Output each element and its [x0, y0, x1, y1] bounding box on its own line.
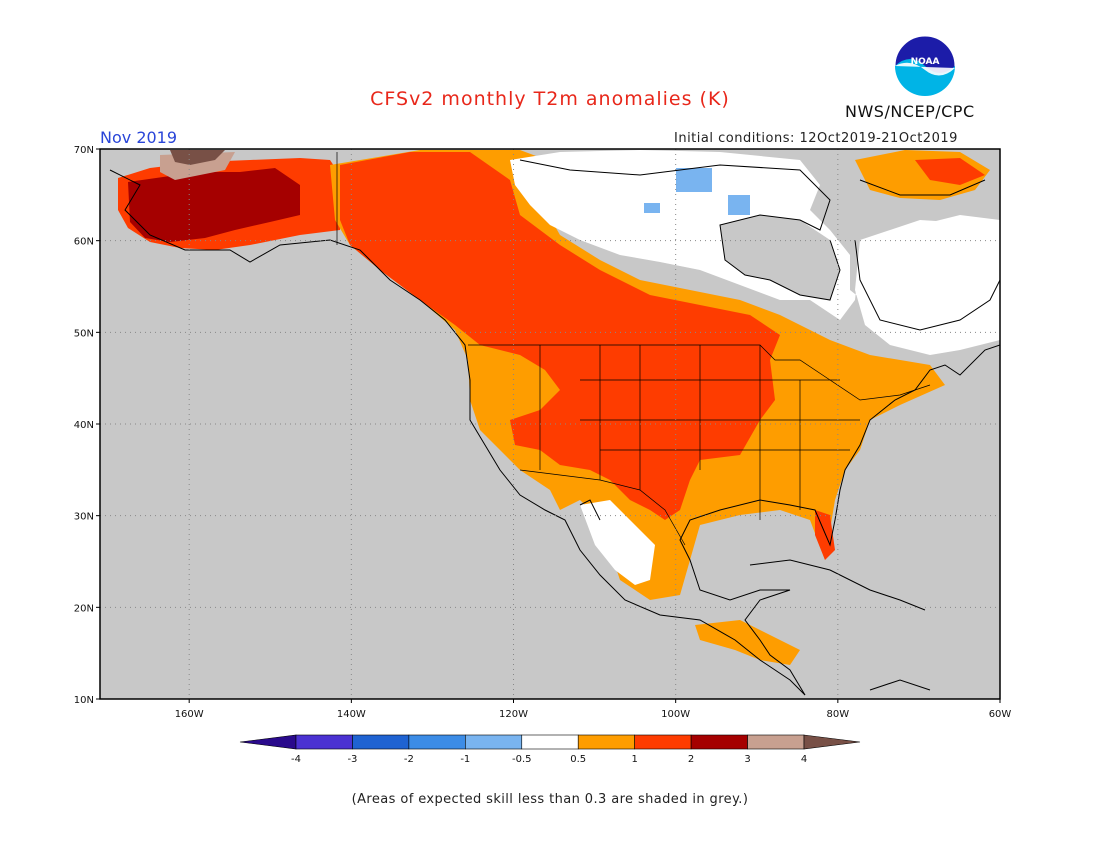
colorbar-box: [690, 734, 748, 750]
lat-label: 10N: [74, 695, 94, 706]
colorbar-box: [521, 734, 579, 750]
colorbar-label: 0.5: [570, 754, 586, 765]
skill-footnote: (Areas of expected skill less than 0.3 a…: [351, 792, 749, 807]
colorbar-label: 1: [631, 754, 637, 765]
cool-patch-1: [676, 168, 712, 192]
coastlines: [109, 159, 1000, 696]
colorbar-label: -3: [347, 754, 357, 765]
longitude-labels: 160W 140W 120W 100W 80W 60W: [175, 699, 1012, 720]
cool-patch-2: [728, 195, 750, 215]
anomaly-shading: [109, 150, 1000, 696]
colorbar-label: 3: [744, 754, 750, 765]
lon-label: 80W: [827, 709, 850, 720]
colorbar: -4 -3 -2 -1 -0.5 0.5 1 2 3 4: [239, 734, 861, 765]
quebec-neutral-region: [855, 220, 1000, 355]
colorbar-box: [747, 734, 805, 750]
colorbar-box: [465, 734, 523, 750]
alaska-extreme-warm-core: [170, 150, 225, 165]
lat-label: 30N: [74, 512, 94, 523]
noaa-logo-text: NOAA: [911, 57, 940, 67]
colorbar-high-extension: [803, 734, 861, 750]
colorbar-box: [295, 734, 353, 750]
colorbar-label: -1: [460, 754, 470, 765]
cool-patch-3: [644, 203, 660, 213]
lat-label: 70N: [74, 145, 94, 156]
initial-conditions: Initial conditions: 12Oct2019-21Oct2019: [674, 131, 958, 146]
alaska-strong-warm-region: [128, 168, 300, 242]
noaa-logo: NOAA: [894, 35, 956, 97]
colorbar-box: [577, 734, 635, 750]
graticule: [100, 149, 1000, 699]
colorbar-label: 2: [688, 754, 694, 765]
political-borders: [336, 152, 931, 546]
colorbar-label: -2: [404, 754, 414, 765]
colorbar-label: -4: [291, 754, 301, 765]
hudson-bay-no-skill: [720, 215, 840, 300]
mexico-neutral-region: [580, 500, 655, 585]
colorbar-box: [408, 734, 466, 750]
forecast-month: Nov 2019: [100, 128, 178, 147]
latitude-labels: 10N 20N 30N 40N 50N 60N 70N: [74, 145, 100, 706]
lat-label: 40N: [74, 420, 94, 431]
colorbar-label: -0.5: [512, 754, 532, 765]
agency-label: NWS/NCEP/CPC: [845, 102, 975, 121]
lon-label: 120W: [499, 709, 528, 720]
central-america-warm-region: [695, 620, 800, 665]
lon-label: 60W: [989, 709, 1012, 720]
lon-label: 160W: [175, 709, 204, 720]
lon-label: 100W: [661, 709, 690, 720]
colorbar-label: 4: [801, 754, 807, 765]
central-warm-region: [340, 152, 780, 520]
colorbar-low-extension: [239, 734, 297, 750]
lat-label: 60N: [74, 237, 94, 248]
colorbar-box: [352, 734, 410, 750]
ne-canada-strong-warm-region: [915, 158, 985, 185]
lon-label: 140W: [337, 709, 366, 720]
lat-label: 50N: [74, 328, 94, 339]
colorbar-box: [634, 734, 692, 750]
lat-label: 20N: [74, 603, 94, 614]
chart-title: CFSv2 monthly T2m anomalies (K): [370, 88, 730, 110]
